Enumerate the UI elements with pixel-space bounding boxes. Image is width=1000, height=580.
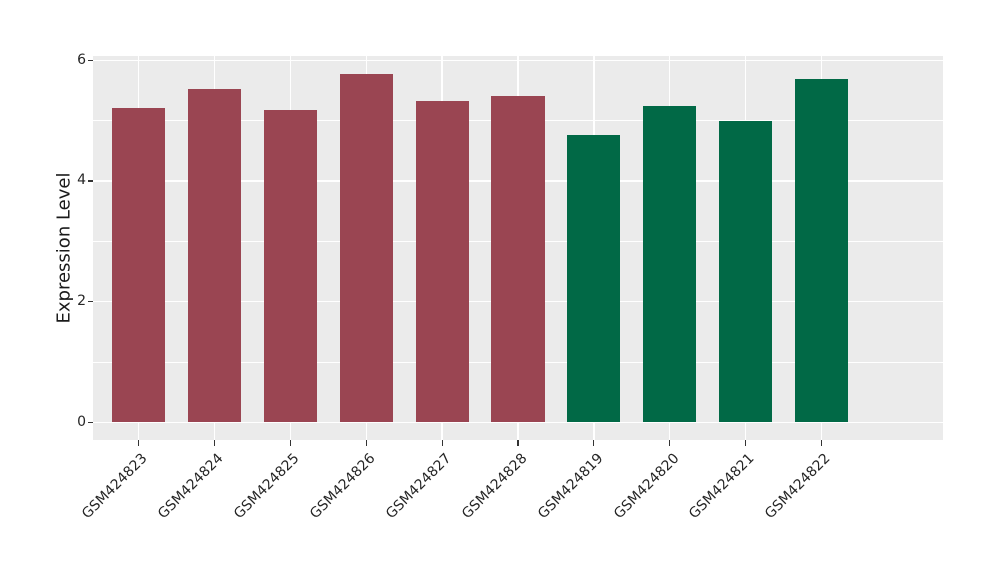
x-tick-label-GSM424823: GSM424823	[79, 450, 151, 523]
bar-GSM424820	[643, 105, 697, 423]
x-tick-label-GSM424821: GSM424821	[686, 450, 758, 523]
y-tick-6	[87, 59, 93, 61]
bar-GSM424824	[187, 89, 241, 423]
y-tick-0	[87, 421, 93, 424]
x-tick-label-GSM424826: GSM424826	[306, 450, 379, 523]
bar-GSM424821	[719, 120, 773, 423]
y-tick-label-0: 0	[77, 413, 86, 430]
bar-GSM424825	[263, 109, 317, 423]
x-tick-GSM424819	[593, 440, 595, 446]
y-tick-2	[87, 301, 93, 303]
bar-GSM424823	[111, 107, 166, 423]
x-tick-label-GSM424820: GSM424820	[610, 450, 683, 523]
x-tick-GSM424826	[365, 440, 367, 446]
x-tick-GSM424827	[441, 440, 443, 446]
bar-GSM424828	[491, 96, 545, 423]
y-tick-label-6: 6	[77, 51, 86, 68]
y-tick-label-2: 2	[77, 293, 86, 310]
x-tick-GSM424820	[669, 440, 671, 446]
x-tick-label-GSM424824: GSM424824	[155, 450, 227, 523]
x-tick-GSM424821	[745, 440, 747, 446]
x-tick-label-GSM424825: GSM424825	[231, 450, 303, 523]
x-tick-GSM424822	[821, 440, 823, 446]
x-tick-GSM424825	[289, 440, 291, 446]
bar-GSM424827	[415, 100, 469, 423]
x-tick-label-GSM424828: GSM424828	[458, 450, 531, 523]
x-tick-GSM424824	[213, 440, 215, 446]
x-tick-GSM424828	[517, 440, 519, 446]
plot-panel	[93, 56, 943, 440]
bar-GSM424822	[795, 78, 849, 423]
bar-GSM424819	[567, 135, 621, 423]
y-tick-label-4: 4	[77, 172, 86, 189]
bar-GSM424826	[339, 73, 393, 423]
x-tick-label-GSM424827: GSM424827	[382, 450, 455, 523]
y-tick-4	[87, 180, 93, 182]
x-tick-GSM424823	[137, 440, 140, 446]
x-tick-label-GSM424822: GSM424822	[762, 450, 834, 523]
x-tick-label-GSM424819: GSM424819	[534, 450, 607, 523]
